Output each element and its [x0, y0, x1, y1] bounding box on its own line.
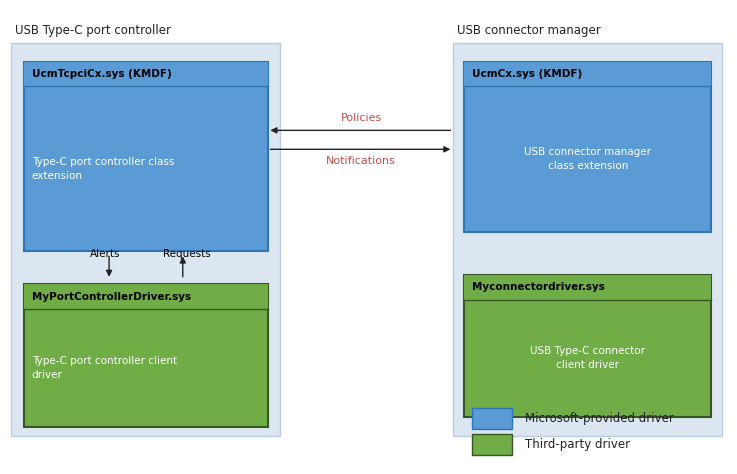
Bar: [464, 275, 711, 417]
Text: USB Type-C port controller: USB Type-C port controller: [15, 24, 171, 37]
Text: Type-C port controller class
extension: Type-C port controller class extension: [32, 157, 174, 181]
Text: UcmTcpciCx.sys (KMDF): UcmTcpciCx.sys (KMDF): [32, 69, 172, 79]
Text: Type-C port controller client
driver: Type-C port controller client driver: [32, 356, 177, 380]
Text: Alerts: Alerts: [90, 249, 121, 259]
Text: USB connector manager
class extension: USB connector manager class extension: [524, 147, 652, 171]
Bar: [464, 62, 711, 86]
Text: Myconnectordriver.sys: Myconnectordriver.sys: [472, 282, 604, 292]
Text: Third-party driver: Third-party driver: [525, 438, 631, 451]
Bar: [24, 284, 268, 309]
Bar: [472, 408, 512, 429]
Bar: [24, 62, 268, 251]
Text: Notifications: Notifications: [326, 156, 396, 166]
Bar: [11, 43, 280, 436]
Text: USB Type-C connector
client driver: USB Type-C connector client driver: [530, 346, 646, 370]
Bar: [453, 43, 722, 436]
Text: Microsoft-provided driver: Microsoft-provided driver: [525, 412, 674, 425]
Text: Requests: Requests: [163, 249, 210, 259]
Text: MyPortControllerDriver.sys: MyPortControllerDriver.sys: [32, 292, 191, 302]
Text: Policies: Policies: [340, 113, 382, 123]
Bar: [24, 62, 268, 86]
Bar: [464, 275, 711, 300]
Bar: [472, 434, 512, 455]
Bar: [24, 284, 268, 427]
Text: UcmCx.sys (KMDF): UcmCx.sys (KMDF): [472, 69, 582, 79]
Bar: [464, 62, 711, 232]
Text: USB connector manager: USB connector manager: [457, 24, 601, 37]
